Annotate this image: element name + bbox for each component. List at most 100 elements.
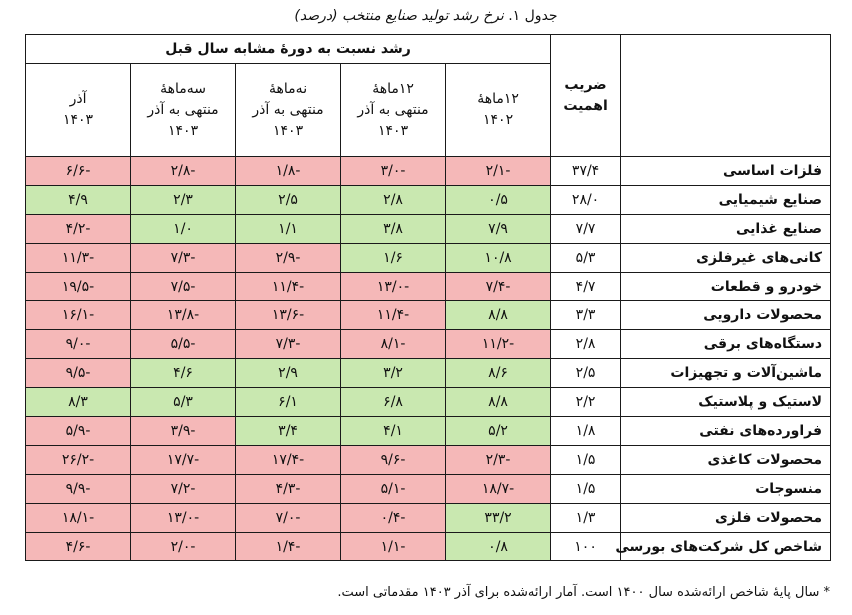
growth-value-cell: ۲/۹- — [235, 242, 342, 273]
weight-cell: ۵/۳ — [550, 242, 622, 273]
growth-value-cell: ۱۷/۴- — [235, 444, 342, 475]
header-period-line: ۱۲ماههٔ — [372, 80, 414, 97]
industry-name: دستگاه‌های برقی — [620, 329, 832, 360]
industry-name: شاخص کل شرکت‌های بورسی — [615, 531, 832, 562]
header-period-line: سه‌ماههٔ — [160, 80, 206, 97]
industry-name: خودرو و قطعات — [620, 271, 832, 302]
header-period: نه‌ماههٔ منتهی به آذر ۱۴۰۳ — [235, 63, 342, 157]
table-row: محصولات دارویی ۳/۳ ۸/۸ ۱۱/۴- ۱۳/۶- ۱۳/۸- ۱۶/۱- — [24, 300, 832, 331]
growth-value-cell: ۱۳/۶- — [235, 300, 342, 331]
growth-value-cell: ۱/۱ — [235, 213, 342, 244]
growth-value-cell: ۱/۰ — [130, 213, 237, 244]
header-period-line: ۱۲ماههٔ — [477, 91, 519, 107]
industry-name: لاستیک و پلاستیک — [620, 387, 832, 418]
growth-value-cell: ۰/۸ — [445, 531, 552, 562]
table-body: فلزات اساسی ۳۷/۴ ۲/۱- ۳/۰- ۱/۸- ۲/۸- ۶/۶- صنایع… — [24, 156, 832, 562]
weight-cell: ۱/۳ — [550, 502, 622, 533]
table-row: ماشین‌آلات و تجهیزات ۲/۵ ۸/۶ ۳/۲ ۲/۹ ۴/۶ ۹/۵- — [24, 358, 832, 389]
industry-name: فلزات اساسی — [620, 156, 832, 186]
header-row-top: ضریب اهمیت رشد نسبت به دورهٔ مشابه سال ق… — [24, 34, 832, 157]
growth-value-cell: ۱۷/۷- — [130, 444, 237, 475]
growth-value-cell: ۱۱/۳- — [24, 242, 132, 273]
growth-value-cell: ۴/۱ — [340, 416, 447, 446]
growth-value-cell: ۵/۱- — [340, 473, 447, 504]
growth-value-cell: ۱۳/۰- — [340, 271, 447, 302]
weight-cell: ۷/۷ — [550, 213, 622, 244]
growth-value-cell: ۳/۲ — [340, 358, 447, 389]
weight-cell: ۳/۳ — [550, 300, 622, 331]
growth-value-cell: ۳/۴ — [235, 416, 342, 446]
growth-value-cell: ۰/۴- — [340, 502, 447, 533]
growth-value-cell: ۱/۸- — [235, 156, 342, 186]
growth-value-cell: ۱/۱- — [340, 531, 447, 562]
industry-name: ماشین‌آلات و تجهیزات — [620, 358, 832, 389]
table-row: محصولات فلزی ۱/۳ ۳۳/۲ ۰/۴- ۷/۰- ۱۳/۰- ۱۸/۱- — [24, 502, 832, 533]
growth-value-cell: ۲/۹ — [235, 358, 342, 389]
table-caption: جدول ۱. نرخ رشد تولید صنایع منتخب (درصد) — [0, 8, 852, 24]
header-period-line: ۱۴۰۳ — [273, 122, 304, 139]
table-row: شاخص کل شرکت‌های بورسی ۱۰۰ ۰/۸ ۱/۱- ۱/۴- ۲/۰-… — [24, 531, 832, 562]
weight-cell: ۱/۵ — [550, 444, 622, 475]
growth-value-cell: ۳/۸ — [340, 213, 447, 244]
header-period-line: ۱۴۰۲ — [483, 112, 514, 128]
industry-name: محصولات فلزی — [620, 502, 832, 533]
header-period-line: ۱۴۰۳ — [378, 122, 409, 139]
header-period-line: نه‌ماههٔ — [269, 80, 308, 97]
growth-value-cell: ۷/۲- — [130, 473, 237, 504]
growth-value-cell: ۹/۹- — [24, 473, 132, 504]
growth-value-cell: ۶/۸ — [340, 387, 447, 418]
header-period-line: منتهی به آذر — [357, 101, 429, 118]
weight-cell: ۳۷/۴ — [550, 156, 622, 186]
growth-value-cell: ۲/۱- — [445, 156, 552, 186]
industry-name: محصولات کاغذی — [620, 444, 832, 475]
industry-name: کانی‌های غیرفلزی — [620, 242, 832, 273]
table-row: فراورده‌های نفتی ۱/۸ ۵/۲ ۴/۱ ۳/۴ ۳/۹- ۵/۹- — [24, 416, 832, 446]
table-row: کانی‌های غیرفلزی ۵/۳ ۱۰/۸ ۱/۶ ۲/۹- ۷/۳- ۱۱/۳- — [24, 242, 832, 273]
growth-value-cell: ۱/۶ — [340, 242, 447, 273]
growth-value-cell: ۳/۹- — [130, 416, 237, 446]
growth-value-cell: ۵/۲ — [445, 416, 552, 446]
table-row: فلزات اساسی ۳۷/۴ ۲/۱- ۳/۰- ۱/۸- ۲/۸- ۶/۶- — [24, 156, 832, 186]
table-row: صنایع غذایی ۷/۷ ۷/۹ ۳/۸ ۱/۱ ۱/۰ ۴/۲- — [24, 213, 832, 244]
table-row: لاستیک و پلاستیک ۲/۲ ۸/۸ ۶/۸ ۶/۱ ۵/۳ ۸/۳ — [24, 387, 832, 418]
industry-name: محصولات دارویی — [620, 300, 832, 331]
growth-value-cell: ۴/۲- — [24, 213, 132, 244]
header-period: ۱۲ماههٔ ۱۴۰۲ — [445, 63, 552, 157]
weight-cell: ۱/۸ — [550, 416, 622, 446]
industry-name: صنایع غذایی — [620, 213, 832, 244]
growth-value-cell: ۱۳/۰- — [130, 502, 237, 533]
growth-value-cell: ۱۳/۸- — [130, 300, 237, 331]
footnote: * سال پایهٔ شاخص ارائه‌شده سال ۱۴۰۰ است.… — [337, 585, 830, 600]
industry-name: فراورده‌های نفتی — [620, 416, 832, 446]
weight-cell: ۱۰۰ — [550, 531, 622, 562]
header-weight-line: ضریب — [564, 76, 607, 93]
growth-value-cell: ۲/۳ — [130, 184, 237, 215]
growth-value-cell: ۴/۶ — [130, 358, 237, 389]
growth-value-cell: ۶/۱ — [235, 387, 342, 418]
table-row: منسوجات ۱/۵ ۱۸/۷- ۵/۱- ۴/۳- ۷/۲- ۹/۹- — [24, 473, 832, 504]
growth-value-cell: ۹/۶- — [340, 444, 447, 475]
growth-value-cell: ۹/۵- — [24, 358, 132, 389]
header-period-line: آذر — [69, 91, 87, 107]
growth-value-cell: ۸/۸ — [445, 387, 552, 418]
header-weight-line: اهمیت — [563, 97, 608, 114]
growth-value-cell: ۹/۰- — [24, 329, 132, 360]
growth-value-cell: ۱۱/۲- — [445, 329, 552, 360]
header-period: آذر ۱۴۰۳ — [24, 63, 132, 157]
growth-value-cell: ۱/۴- — [235, 531, 342, 562]
growth-table: ضریب اهمیت رشد نسبت به دورهٔ مشابه سال ق… — [24, 34, 832, 562]
header-period-line: ۱۴۰۳ — [62, 112, 94, 128]
weight-cell: ۲/۲ — [550, 387, 622, 418]
growth-value-cell: ۱۹/۵- — [24, 271, 132, 302]
growth-value-cell: ۸/۶ — [445, 358, 552, 389]
growth-value-cell: ۷/۰- — [235, 502, 342, 533]
header-row-periods: ۱۲ماههٔ ۱۴۰۲ ۱۲ماههٔ منتهی به آذر ۱۴۰۳ ن… — [24, 63, 831, 157]
growth-value-cell: ۷/۹ — [445, 213, 552, 244]
growth-value-cell: ۲/۵ — [235, 184, 342, 215]
growth-value-cell: ۲/۳- — [445, 444, 552, 475]
growth-value-cell: ۷/۳- — [235, 329, 342, 360]
growth-value-cell: ۱۸/۷- — [445, 473, 552, 504]
table-row: خودرو و قطعات ۴/۷ ۷/۴- ۱۳/۰- ۱۱/۴- ۷/۵- ۱۹/۵- — [24, 271, 832, 302]
header-period-line: منتهی به آذر — [252, 101, 324, 118]
growth-value-cell: ۴/۳- — [235, 473, 342, 504]
